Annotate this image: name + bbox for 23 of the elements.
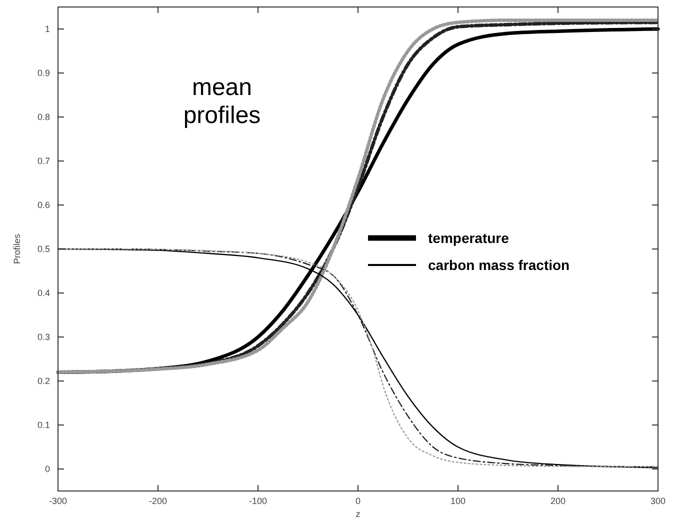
y-tick-label: 0.3: [37, 332, 50, 342]
legend-label: carbon mass fraction: [428, 257, 570, 273]
y-tick-label: 0.5: [37, 244, 50, 254]
y-tick-label: 0: [44, 464, 50, 474]
x-tick-label: -100: [248, 496, 268, 506]
y-tick-label: 1: [44, 24, 50, 34]
y-axis-title: Profiles: [12, 234, 22, 264]
y-tick-label: 0.4: [37, 288, 50, 298]
x-tick-label: -300: [48, 496, 68, 506]
legend-label: temperature: [428, 230, 510, 246]
y-tick-label: 0.2: [37, 376, 50, 386]
x-tick-label: 300: [650, 496, 666, 506]
x-tick-label: 200: [550, 496, 566, 506]
y-tick-label: 0.9: [37, 68, 50, 78]
annotation: mean profiles: [183, 74, 261, 129]
x-tick-label: -200: [148, 496, 168, 506]
y-tick-label: 0.1: [37, 420, 50, 430]
y-tick-label: 0.7: [37, 156, 50, 166]
x-tick-label: 100: [450, 496, 466, 506]
y-tick-label: 0.8: [37, 112, 50, 122]
x-tick-label: 0: [355, 496, 361, 506]
y-tick-label: 0.6: [37, 200, 50, 210]
x-axis-title: z: [356, 509, 361, 519]
